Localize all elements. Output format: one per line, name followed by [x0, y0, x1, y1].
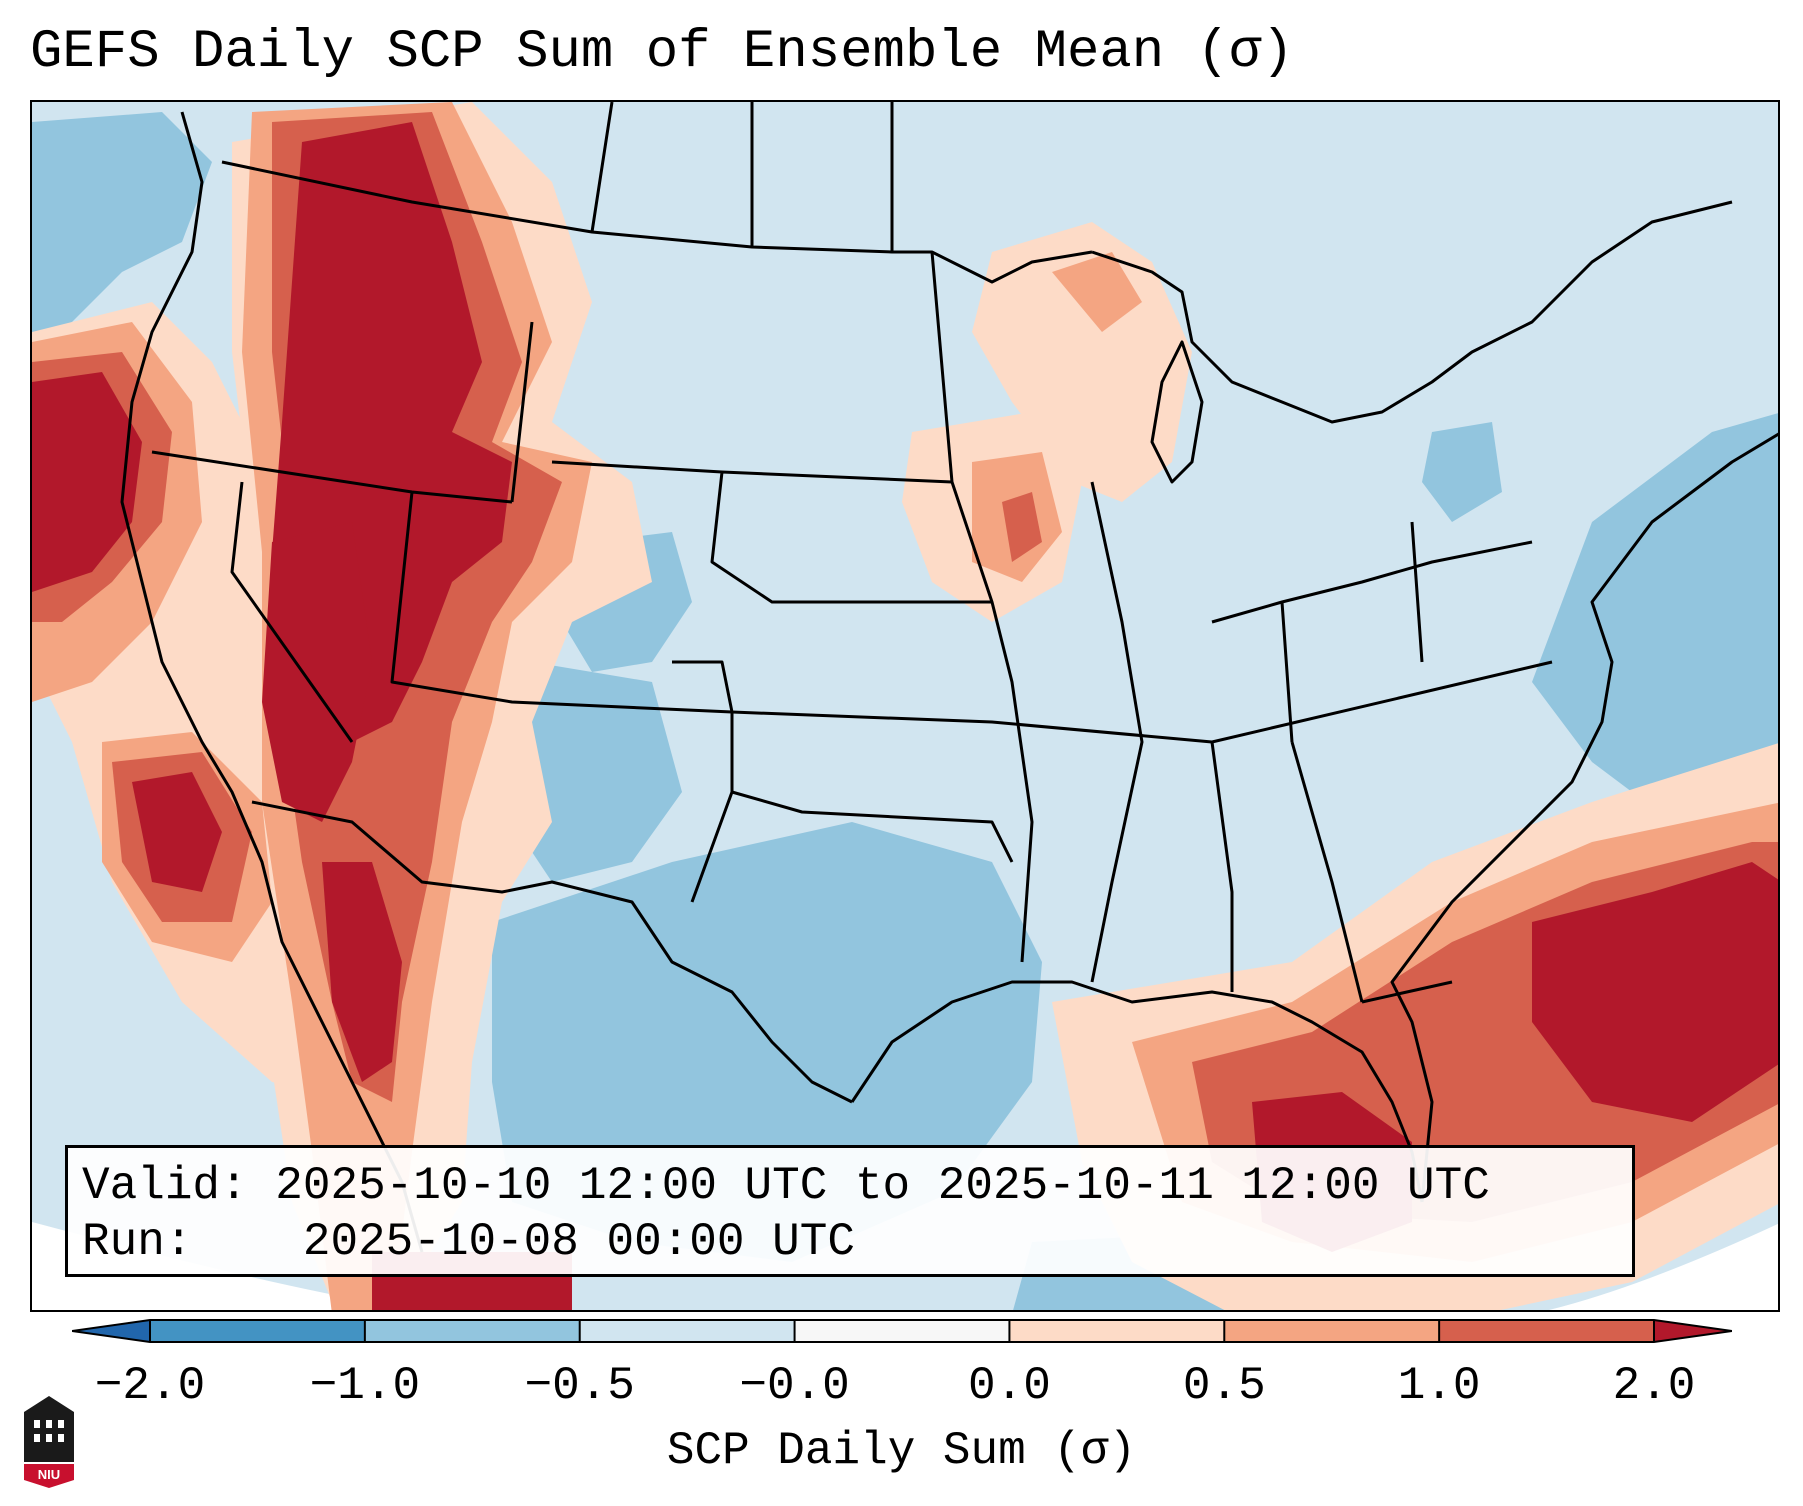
valid-label: Valid: [82, 1160, 248, 1212]
colorbar-tick-label: −2.0 [94, 1360, 206, 1412]
nevada-extreme [262, 522, 372, 822]
state-boundaries [120, 102, 1778, 1253]
colorbar-label: SCP Daily Sum (σ) [666, 1425, 1137, 1477]
colorbar-under-arrow [72, 1320, 150, 1342]
baja-ocean-extreme [132, 772, 222, 892]
logo-tower-shape [24, 1396, 74, 1462]
map-title: GEFS Daily SCP Sum of Ensemble Mean (σ) [30, 22, 1294, 83]
lake-michigan [1150, 340, 1204, 484]
iowa-strong [1002, 492, 1042, 562]
valid-info-box: Valid: 2025-10-10 12:00 UTC to 2025-10-1… [65, 1145, 1635, 1277]
mexico-west-extreme [322, 862, 402, 1082]
colorbar-tick-label: 0.5 [1182, 1360, 1266, 1412]
pacific-northwest-ocean-blue [32, 112, 212, 342]
niu-logo: NIU [24, 1396, 74, 1488]
scp-anomaly-map [32, 102, 1778, 1310]
colorbar-bin [579, 1320, 796, 1342]
logo-windows [34, 1420, 64, 1442]
logo-text: NIU [38, 1467, 60, 1482]
map-panel [30, 100, 1780, 1312]
valid-value: 2025-10-10 12:00 UTC to 2025-10-11 12:00… [275, 1160, 1490, 1212]
pacific-ocean-extreme [32, 372, 142, 592]
colorbar-bin [794, 1320, 1010, 1342]
atlantic-blue [1532, 413, 1778, 822]
colorbar-bin [150, 1320, 366, 1342]
interior-borders-4 [1210, 521, 1533, 1004]
lake-superior-moderate [1052, 252, 1142, 332]
projection-edge-right [1548, 1223, 1778, 1310]
logo-shield [24, 1464, 74, 1488]
atlantic-extreme [1532, 862, 1778, 1122]
run-value: 2025-10-08 00:00 UTC [302, 1216, 855, 1268]
colorbar-tick-label: 2.0 [1612, 1360, 1696, 1412]
colorbar [72, 1319, 1732, 1343]
colorbar-tick-label: −0.5 [524, 1360, 635, 1412]
florida-east-coast [1390, 432, 1778, 1203]
colorbar-bin [1009, 1320, 1225, 1342]
west-coastline [120, 111, 424, 1253]
great-lakes-halo [972, 222, 1192, 502]
colorbar-tick-label: −0.0 [739, 1360, 850, 1412]
colorbar-bin [1439, 1320, 1655, 1342]
great-lakes-shore [1091, 200, 1733, 424]
colorbar-bin [1224, 1320, 1440, 1342]
southwest-blue [512, 662, 682, 882]
colorbar-tick-label: 1.0 [1397, 1360, 1481, 1412]
new-england-blue [1422, 422, 1502, 522]
southern-border [251, 800, 853, 1104]
interior-borders-2 [510, 321, 1014, 903]
colorbar-tick-label: −1.0 [309, 1360, 421, 1412]
colorbar-tick-label: 0.0 [968, 1360, 1051, 1412]
interior-borders-3 [590, 102, 1144, 983]
projection-edge-left [32, 1222, 420, 1310]
colorbar-over-arrow [1654, 1320, 1732, 1342]
colorbar-bin [364, 1320, 581, 1342]
gulf-coast [850, 980, 1424, 1203]
run-label: Run: [82, 1216, 193, 1268]
